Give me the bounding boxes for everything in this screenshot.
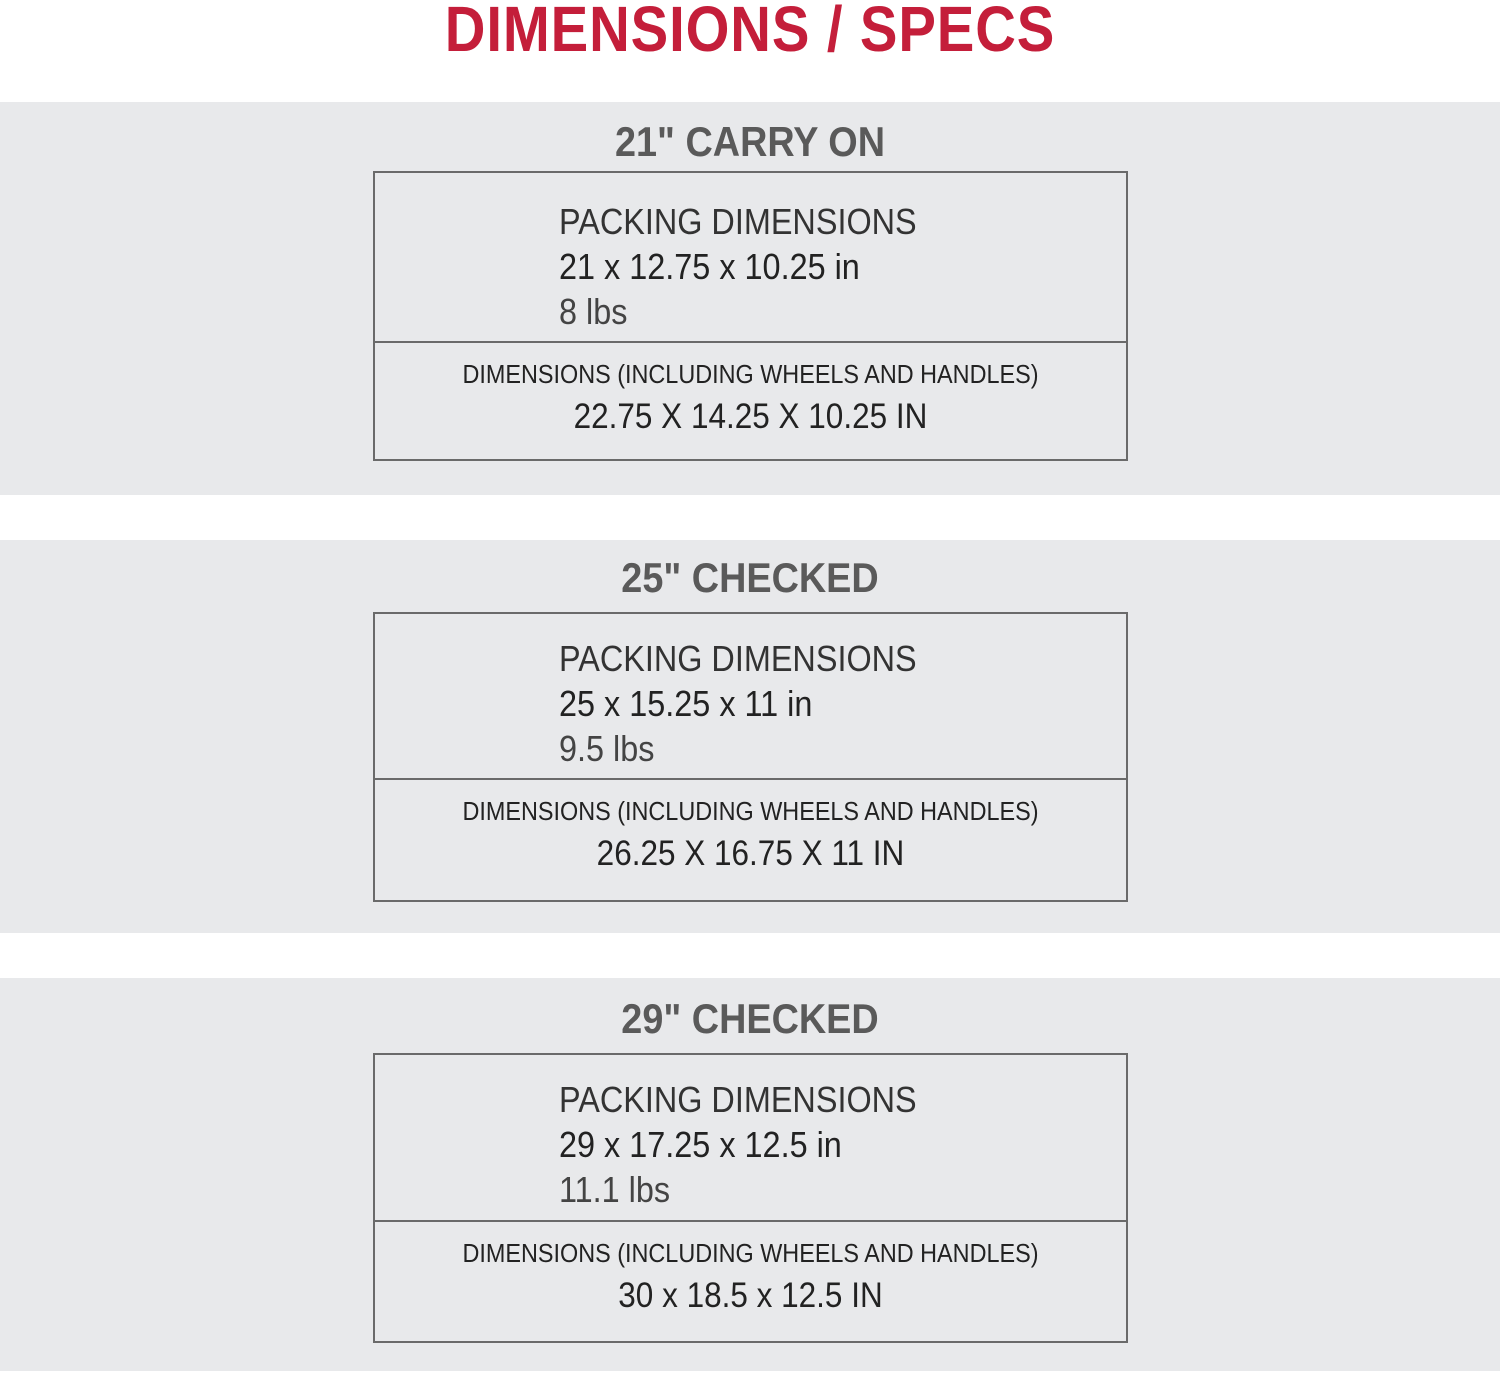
- full-dims-value: 22.75 X 14.25 X 10.25 IN: [573, 397, 928, 436]
- packing-dimensions: PACKING DIMENSIONS 21 x 12.75 x 10.25 in…: [375, 173, 1126, 343]
- page-title: DIMENSIONS / SPECS: [444, 0, 1056, 65]
- full-dims-label: DIMENSIONS (INCLUDING WHEELS AND HANDLES…: [462, 359, 1039, 389]
- packing-dims: 25 x 15.25 x 11 in: [559, 683, 813, 724]
- packing-dimensions: PACKING DIMENSIONS 25 x 15.25 x 11 in 9.…: [375, 614, 1126, 780]
- full-dims-label: DIMENSIONS (INCLUDING WHEELS AND HANDLES…: [462, 1238, 1039, 1268]
- full-dims-label: DIMENSIONS (INCLUDING WHEELS AND HANDLES…: [462, 796, 1039, 826]
- section-29-checked: 29" CHECKED PACKING DIMENSIONS 29 x 17.2…: [0, 978, 1500, 1371]
- packing-dimensions: PACKING DIMENSIONS 29 x 17.25 x 12.5 in …: [375, 1055, 1126, 1222]
- full-dimensions: DIMENSIONS (INCLUDING WHEELS AND HANDLES…: [375, 1222, 1126, 1341]
- spec-box: PACKING DIMENSIONS 25 x 15.25 x 11 in 9.…: [373, 612, 1128, 902]
- packing-dims: 29 x 17.25 x 12.5 in: [559, 1124, 842, 1165]
- packing-label: PACKING DIMENSIONS: [559, 1079, 917, 1120]
- full-dims-value: 26.25 X 16.75 X 11 IN: [596, 834, 905, 873]
- full-dimensions: DIMENSIONS (INCLUDING WHEELS AND HANDLES…: [375, 343, 1126, 459]
- packing-label: PACKING DIMENSIONS: [559, 638, 917, 679]
- weight: 9.5 lbs: [559, 728, 655, 769]
- packing-label: PACKING DIMENSIONS: [559, 201, 917, 242]
- section-title: 21" CARRY ON: [615, 118, 885, 165]
- full-dims-value: 30 x 18.5 x 12.5 IN: [618, 1276, 883, 1315]
- full-dimensions: DIMENSIONS (INCLUDING WHEELS AND HANDLES…: [375, 780, 1126, 900]
- section-21-carry-on: 21" CARRY ON PACKING DIMENSIONS 21 x 12.…: [0, 102, 1500, 495]
- weight: 8 lbs: [559, 291, 628, 332]
- spec-box: PACKING DIMENSIONS 29 x 17.25 x 12.5 in …: [373, 1053, 1128, 1343]
- weight: 11.1 lbs: [559, 1169, 671, 1210]
- section-title: 29" CHECKED: [621, 995, 879, 1042]
- spec-box: PACKING DIMENSIONS 21 x 12.75 x 10.25 in…: [373, 171, 1128, 461]
- section-25-checked: 25" CHECKED PACKING DIMENSIONS 25 x 15.2…: [0, 540, 1500, 933]
- section-title: 25" CHECKED: [621, 554, 879, 601]
- packing-dims: 21 x 12.75 x 10.25 in: [559, 246, 860, 287]
